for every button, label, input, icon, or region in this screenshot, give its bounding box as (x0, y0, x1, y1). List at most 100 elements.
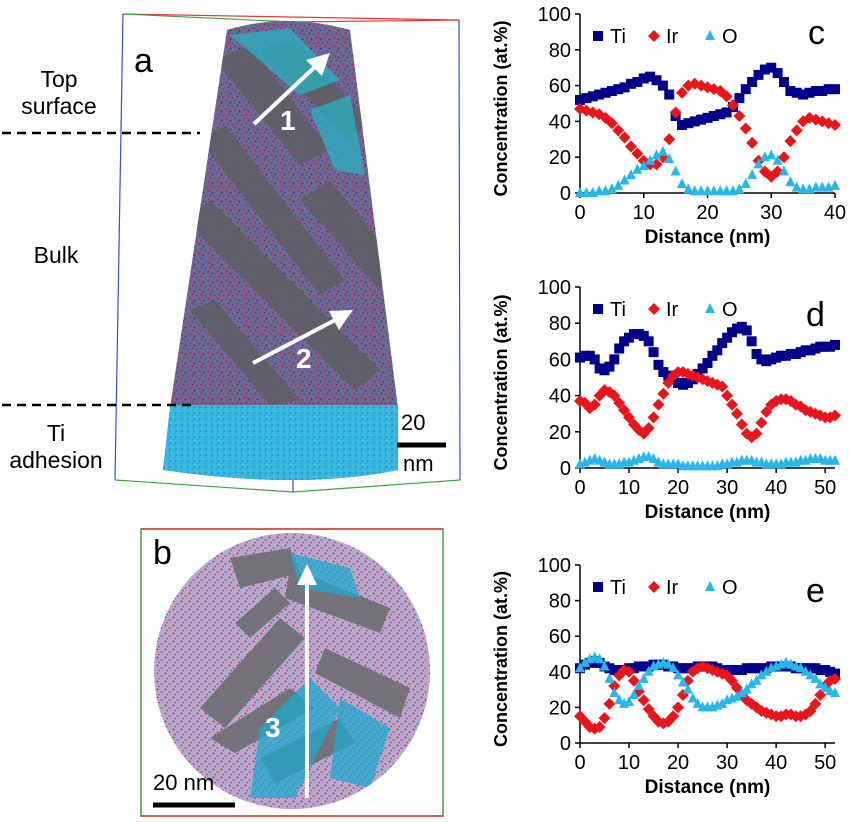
chart-d-point-ti (707, 350, 718, 361)
chart-c-point-o (638, 160, 649, 171)
chart-c-point-ti (683, 118, 694, 129)
chart-e-point-o (800, 665, 811, 676)
chart-d-point-ti (643, 336, 654, 347)
chart-c-x-tick-label: 20 (696, 202, 718, 224)
chart-c-point-o (645, 154, 656, 165)
chart-d-legend: Ti Ir O (593, 299, 738, 321)
chart-e-point-o (805, 669, 816, 680)
chart-d-point-ir (613, 396, 626, 409)
chart-c-x-axis-title: Distance (nm) (645, 227, 771, 248)
chart-e-legend-label-ti: Ti (610, 577, 626, 599)
chart-c-point-ti (645, 71, 656, 82)
chart-d-y-tick-label: 60 (549, 349, 571, 371)
chart-e-point-o (604, 672, 615, 683)
chart-d-point-ir (735, 418, 748, 431)
chart-e-point-o (687, 692, 698, 703)
chart-e-point-o (746, 678, 757, 689)
chart-e-legend: Ti Ir O (593, 577, 738, 599)
chart-c-point-ir (618, 131, 631, 144)
chart-e-point-ir (726, 674, 739, 687)
chart-e-point-ir (824, 674, 837, 687)
chart-d-point-ti (702, 358, 713, 369)
chart-e-point-o (594, 653, 605, 664)
chart-c-point-o (791, 181, 802, 192)
chart-d-y-tick-label: 100 (538, 277, 571, 299)
panel-a-reconstruction (2, 13, 461, 493)
chart-d-point-ti (604, 361, 615, 372)
chart-e-point-ir (775, 710, 788, 723)
chart-e-point-o (663, 658, 674, 669)
top-surface-line2: surface (21, 93, 97, 119)
chart-d-point-ti (722, 332, 733, 343)
chart-c-point-ti (798, 89, 809, 100)
chart-d-point-ir (809, 407, 822, 420)
chart-e-point-ir (809, 697, 822, 710)
chart-e-x-tick-label: 40 (765, 752, 787, 774)
chart-e-point-ir (613, 669, 626, 682)
chart-c-point-o (619, 174, 630, 185)
chart-d-x-tick-label: 10 (618, 477, 640, 499)
chart-c-legend-label-ti: Ti (610, 26, 626, 48)
chart-d-y-axis-title: Concentration (at.%) (491, 294, 511, 470)
chart-c-point-o (606, 183, 617, 194)
chart-d-point-ti (741, 325, 752, 336)
chart-d-point-ti (589, 354, 600, 365)
chart-d-point-ir (608, 389, 621, 402)
scale-bar-b-label: 20 nm (153, 770, 215, 795)
chart-e-y-tick-label: 0 (560, 733, 571, 755)
chart-e-point-o (741, 683, 752, 694)
chart-e-point-ir (794, 710, 807, 723)
chart-c-y-tick-label: 20 (549, 147, 571, 169)
chart-d-point-ir (676, 366, 689, 379)
chart-c-point-o (766, 149, 777, 160)
chart-e-legend-marker-ir (648, 581, 660, 593)
chart-e-point-o (614, 694, 625, 705)
chart-e-x-tick-label: 10 (618, 752, 640, 774)
chart-e-legend-marker-ti (593, 582, 603, 592)
chart-d-point-ir (824, 411, 837, 424)
chart-e-point-o (682, 683, 693, 694)
chart-d-legend-label-ir: Ir (666, 299, 679, 321)
chart-e-point-o (677, 676, 688, 687)
chart-d-point-ir (632, 423, 645, 436)
chart-c-legend-marker-ir (648, 30, 660, 42)
chart-e-point-o (756, 669, 767, 680)
chart-c-point-o (785, 176, 796, 187)
region-label-top-surface: Top surface (0, 66, 118, 120)
chart-e-point-o (579, 656, 590, 667)
chart-e-point-ir (716, 667, 729, 680)
chart-d-point-ti (614, 343, 625, 354)
chart-c: 0 20 40 60 80 100 0 10 20 30 40 Distance (nm) Concen… (491, 4, 846, 248)
chart-c-point-o (689, 185, 700, 196)
chart-d-legend-marker-ir (648, 303, 660, 315)
chart-c-point-ir (739, 122, 752, 135)
chart-e-point-ir (578, 715, 591, 728)
chart-c-legend-label-o: O (722, 26, 738, 48)
chart-c-point-ti (600, 87, 611, 98)
chart-c-point-o (740, 178, 751, 189)
chart-c-point-o (670, 165, 681, 176)
chart-c-point-ti (823, 84, 834, 95)
chart-e: 0 20 40 60 80 100 0 10 20 30 40 50 Distance (nm) Conc… (491, 555, 841, 798)
chart-d-point-ir (642, 422, 655, 435)
cross-section-disc (154, 533, 430, 809)
chart-c-point-o (708, 185, 719, 196)
chart-e-point-ir (804, 704, 817, 717)
chart-d-point-ti (697, 363, 708, 374)
chart-d-point-ir (804, 405, 817, 418)
chart-e-point-ir (637, 694, 650, 707)
chart-d-point-ir (588, 398, 601, 411)
chart-c-point-ti (651, 75, 662, 86)
chart-d-legend-label-o: O (722, 299, 738, 321)
chart-e-point-o (673, 669, 684, 680)
chart-c-point-ir (790, 124, 803, 137)
chart-e-point-ir (696, 660, 709, 673)
chart-c-point-ir (612, 124, 625, 137)
chart-e-y-tick-label: 20 (549, 697, 571, 719)
chart-d-point-ti (609, 354, 620, 365)
chart-e-point-ir (652, 715, 665, 728)
chart-e-point-ir (750, 701, 763, 714)
chart-c-point-ir (631, 147, 644, 160)
chart-e-y-tick-label: 100 (538, 555, 571, 577)
chart-c-point-ir (829, 118, 841, 131)
